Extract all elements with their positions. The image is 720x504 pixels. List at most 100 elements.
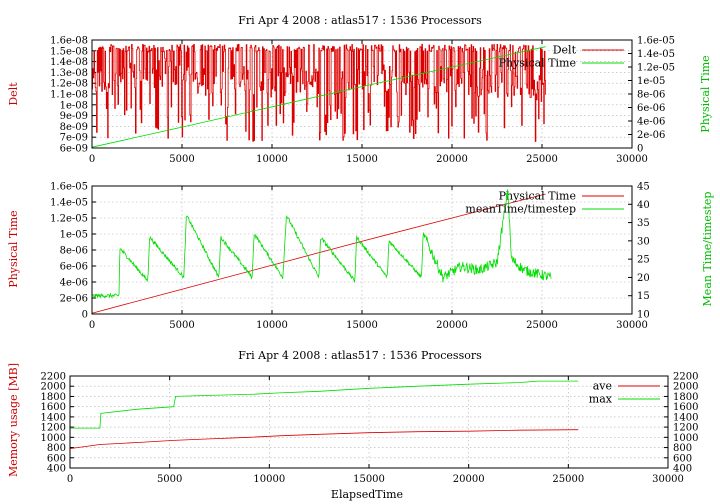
chart3-title: Fri Apr 4 2008 : atlas517 : 1536 Process…: [238, 349, 482, 362]
chart3-y2tick-label: 2000: [673, 382, 698, 393]
chart1-legend-label: Delt: [553, 44, 577, 57]
chart3-y2tick-label: 2200: [673, 372, 698, 383]
chart2-xtick-label: 30000: [616, 320, 648, 331]
chart3-y2tick-label: 600: [673, 453, 692, 464]
chart1-ytick-label: 1e-08: [60, 100, 88, 111]
chart3-xtick-label: 10000: [253, 474, 285, 485]
chart3-series-line-2: [70, 380, 579, 429]
chart2-legend-label: Physical Time: [499, 190, 576, 203]
chart3-legend-label: ave: [593, 380, 612, 393]
chart1-y2tick-label: 0: [637, 144, 643, 155]
chart1-y2tick-label: 8e-06: [637, 90, 665, 101]
chart1-y2tick-label: 6e-06: [637, 103, 665, 114]
chart3-ytick-label: 600: [47, 453, 66, 464]
chart1-xtick-label: 25000: [526, 154, 558, 165]
chart2-y2tick-label: 35: [637, 218, 650, 229]
chart1-series-line-2: [91, 46, 546, 148]
chart2-frame: [91, 185, 633, 315]
chart2-ytick-label: 1.6e-05: [50, 182, 88, 193]
chart2-xtick-label: 15000: [346, 320, 378, 331]
chart1-y2tick-label: 1.4e-05: [637, 49, 675, 60]
chart2-xtick-label: 25000: [526, 320, 558, 331]
chart3-y2tick-label: 400: [673, 464, 692, 475]
chart1-ytick-label: 1.1e-08: [50, 90, 88, 101]
chart3-y2tick-label: 1200: [673, 423, 698, 434]
chart2-ytick-label: 1e-05: [60, 230, 88, 241]
chart1-frame: [91, 39, 633, 149]
chart3-xtick-label: 15000: [353, 474, 385, 485]
chart2-ylabel: Physical Time: [7, 210, 20, 287]
chart2-xtick-label: 5000: [169, 320, 194, 331]
chart2-legend-label: meanTime/timestep: [465, 203, 576, 216]
chart1-y2tick-label: 2e-06: [637, 130, 665, 141]
chart1-ytick-label: 1.3e-08: [50, 68, 88, 79]
chart1-y2tick-label: 1e-05: [637, 76, 665, 87]
chart2-ytick-label: 0: [82, 310, 88, 321]
chart2-ytick-label: 1.4e-05: [50, 198, 88, 209]
chart3-ytick-label: 800: [47, 443, 66, 454]
chart3-ylabel: Memory usage [MB]: [7, 363, 20, 477]
chart1-y2tick-label: 4e-06: [637, 117, 665, 128]
chart3-y2tick-label: 1400: [673, 412, 698, 423]
chart1-legend-label: Physical Time: [499, 57, 576, 70]
chart2-y2tick-label: 10: [637, 310, 650, 321]
chart1-xtick-label: 20000: [436, 154, 468, 165]
chart1-ytick-label: 1.6e-08: [50, 36, 88, 47]
chart1-ytick-label: 1.5e-08: [50, 46, 88, 57]
chart1-ytick-label: 6e-09: [60, 144, 88, 155]
chart1-ytick-label: 7e-09: [60, 133, 88, 144]
chart1-xtick-label: 30000: [616, 154, 648, 165]
chart3-legend-label: max: [589, 393, 613, 406]
chart3-ytick-label: 400: [47, 464, 66, 475]
chart1-xtick-label: 5000: [169, 154, 194, 165]
chart1-y2label: Physical Time: [699, 55, 712, 132]
chart2-series-line-2: [91, 189, 552, 299]
chart2-xtick-label: 10000: [256, 320, 288, 331]
chart3-ytick-label: 1200: [41, 423, 66, 434]
chart2-ytick-label: 4e-06: [60, 278, 88, 289]
chart2-y2tick-label: 15: [637, 291, 650, 302]
chart3-ytick-label: 2200: [41, 372, 66, 383]
chart2-plot: 0 5000 10000 15000 20000 25000 30000 0 2e-06 4e-0…: [50, 182, 650, 332]
chart2-y2tick-label: 40: [637, 200, 650, 211]
chart3-xtick-label: 0: [67, 474, 73, 485]
chart1-xtick-label: 0: [89, 154, 95, 165]
chart2-y2tick-label: 45: [637, 182, 650, 193]
chart1-ylabel: Delt: [7, 82, 20, 106]
chart3-y2tick-label: 1000: [673, 433, 698, 444]
chart3-y2tick-label: 1800: [673, 392, 698, 403]
chart3-xlabel: ElapsedTime: [331, 488, 403, 501]
chart3-xtick-label: 20000: [453, 474, 485, 485]
chart2-ytick-label: 8e-06: [60, 246, 88, 257]
chart2-xtick-label: 0: [89, 320, 95, 331]
chart3-ytick-label: 1600: [41, 402, 66, 413]
chart3-frame: [69, 375, 669, 469]
chart1-y2tick-label: 1.6e-05: [637, 36, 675, 47]
chart3-ytick-label: 1400: [41, 412, 66, 423]
chart2-xtick-label: 20000: [436, 320, 468, 331]
chart3-ytick-label: 1800: [41, 392, 66, 403]
chart1-xtick-label: 15000: [346, 154, 378, 165]
chart1-ytick-label: 9e-09: [60, 111, 88, 122]
chart3-y2tick-label: 1600: [673, 402, 698, 413]
chart2-y2tick-label: 20: [637, 273, 650, 284]
chart1-y2tick-label: 1.2e-05: [637, 63, 675, 74]
chart2-ytick-label: 2e-06: [60, 294, 88, 305]
chart3-xtick-label: 30000: [652, 474, 684, 485]
chart1-xtick-label: 10000: [256, 154, 288, 165]
chart1-plot: 0 5000 10000 15000 20000 25000 30000 6e-097e-09…: [50, 36, 675, 166]
chart3-series-line-1: [69, 429, 579, 449]
chart2-series-line-1: [91, 193, 546, 314]
chart2-ytick-label: 6e-06: [60, 262, 88, 273]
chart3-xtick-label: 25000: [552, 474, 584, 485]
chart3-ytick-label: 1000: [41, 433, 66, 444]
chart1-ytick-label: 8e-09: [60, 122, 88, 133]
chart1-ytick-label: 1.4e-08: [50, 57, 88, 68]
chart3-xtick-label: 5000: [157, 474, 182, 485]
chart2-ytick-label: 1.2e-05: [50, 214, 88, 225]
chart3-plot: 0 5000 10000 15000 20000 25000 300004006008001…: [41, 372, 699, 486]
chart1-ytick-label: 1.2e-08: [50, 79, 88, 90]
chart1-series-line-1: [92, 43, 547, 142]
chart1-title: Fri Apr 4 2008 : atlas517 : 1536 Process…: [238, 14, 482, 27]
